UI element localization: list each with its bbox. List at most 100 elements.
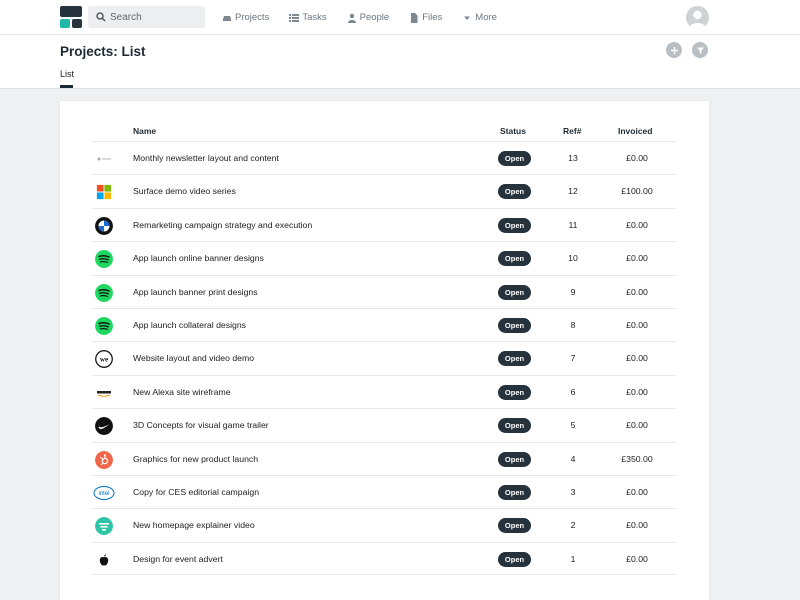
project-name[interactable]: Design for event advert <box>133 553 223 564</box>
project-invoiced: £0.00 <box>626 520 648 531</box>
project-ref: 1 <box>570 553 576 564</box>
active-tab-indicator <box>60 85 73 88</box>
nav-tasks[interactable]: Tasks <box>289 12 327 23</box>
app-logo[interactable] <box>60 6 82 28</box>
header-status[interactable]: Status <box>500 126 526 136</box>
projects-table-card: Name Status Ref# Invoiced Monthly newsle… <box>60 101 709 600</box>
spotify-logo-icon <box>95 316 113 335</box>
project-name[interactable]: Monthly newsletter layout and content <box>133 153 279 163</box>
search-box[interactable] <box>88 6 205 28</box>
user-icon <box>689 10 706 29</box>
nav-tasks-label: Tasks <box>302 12 327 23</box>
person-icon <box>347 13 356 23</box>
nav-projects[interactable]: Projects <box>222 12 269 23</box>
status-badge: Open <box>498 184 531 200</box>
project-ref: 13 <box>568 153 578 163</box>
project-ref: 5 <box>570 420 576 431</box>
table-row[interactable]: New Alexa site wireframe Open 6 £0.00 <box>92 374 676 408</box>
project-name[interactable]: Copy for CES editorial campaign <box>133 486 260 497</box>
add-project-button[interactable] <box>666 42 682 58</box>
teal-logo-icon <box>95 517 113 536</box>
project-name[interactable]: New Alexa site wireframe <box>133 386 231 397</box>
status-badge: Open <box>498 251 531 267</box>
nav-projects-label: Projects <box>235 12 270 23</box>
header-invoiced[interactable]: Invoiced <box>618 126 653 136</box>
project-ref: 6 <box>570 386 576 397</box>
table-row[interactable]: App launch banner print designs Open 9 £… <box>92 274 676 308</box>
project-name[interactable]: App launch online banner designs <box>133 253 264 264</box>
svg-text:we: we <box>100 356 108 364</box>
project-ref: 7 <box>570 353 576 364</box>
project-ref: 12 <box>568 186 578 197</box>
status-badge: Open <box>498 418 531 434</box>
table-row[interactable]: Remarketing campaign strategy and execut… <box>92 207 676 241</box>
main-nav: Projects Tasks People Files More <box>222 0 517 35</box>
search-input[interactable] <box>110 11 200 23</box>
project-invoiced: £0.00 <box>626 253 648 264</box>
table-row[interactable]: we Website layout and video demo Open 7 … <box>92 341 676 374</box>
spotify-logo-icon <box>95 250 113 269</box>
wework-logo-icon: we <box>95 350 113 369</box>
search-icon <box>96 12 106 22</box>
table-header: Name Status Ref# Invoiced <box>60 123 709 143</box>
project-name[interactable]: App launch collateral designs <box>133 319 247 330</box>
project-invoiced: £0.00 <box>626 486 648 497</box>
user-avatar[interactable] <box>686 6 709 29</box>
bmw-logo-icon <box>95 216 113 235</box>
nav-people[interactable]: People <box>347 12 390 23</box>
generic-logo-icon <box>95 150 113 168</box>
table-row[interactable]: 3D Concepts for visual game trailer Open… <box>92 408 676 441</box>
project-name[interactable]: App launch banner print designs <box>133 286 258 297</box>
status-badge: Open <box>498 317 531 333</box>
filter-icon <box>696 47 704 54</box>
table-row[interactable]: intel Copy for CES editorial campaign Op… <box>92 474 676 508</box>
intel-logo-icon: intel <box>93 484 115 502</box>
project-name[interactable]: 3D Concepts for visual game trailer <box>133 420 269 431</box>
nike-logo-icon <box>95 417 113 436</box>
project-ref: 8 <box>570 319 576 330</box>
project-invoiced: £0.00 <box>626 353 648 364</box>
nav-more-label: More <box>475 12 497 23</box>
spotify-logo-icon <box>95 283 113 302</box>
apple-logo-icon <box>95 551 113 569</box>
filter-button[interactable] <box>692 42 708 58</box>
table-row[interactable]: New homepage explainer video Open 2 £0.0… <box>92 508 676 541</box>
nav-more[interactable]: More <box>462 12 497 23</box>
project-invoiced: £0.00 <box>626 386 648 397</box>
project-name[interactable]: Graphics for new product launch <box>133 453 259 464</box>
table-row[interactable]: App launch collateral designs Open 8 £0.… <box>92 307 676 341</box>
table-row[interactable]: Graphics for new product launch Open 4 £… <box>92 441 676 475</box>
table-row[interactable]: Design for event advert Open 1 £0.00 <box>92 541 676 576</box>
project-ref: 4 <box>570 453 576 464</box>
status-badge: Open <box>498 384 531 400</box>
project-invoiced: £350.00 <box>621 453 653 464</box>
page-title: Projects: List <box>60 44 146 59</box>
car-icon <box>223 15 231 21</box>
top-navigation-bar: Projects Tasks People Files More <box>0 0 800 35</box>
project-name[interactable]: Surface demo video series <box>133 186 236 197</box>
nav-files[interactable]: Files <box>409 12 442 23</box>
tab-list[interactable]: List <box>60 69 75 79</box>
hubspot-logo-icon <box>95 450 113 469</box>
table-row[interactable]: Surface demo video series Open 12 £100.0… <box>92 174 676 207</box>
project-invoiced: £0.00 <box>626 286 648 297</box>
project-name[interactable]: New homepage explainer video <box>133 520 255 531</box>
project-name[interactable]: Website layout and video demo <box>133 353 255 364</box>
status-badge: Open <box>498 284 531 300</box>
table-body: Monthly newsletter layout and content Op… <box>92 141 676 576</box>
caret-down-icon <box>464 16 471 20</box>
status-badge: Open <box>498 151 531 166</box>
page-header: Projects: List List <box>0 35 800 89</box>
project-invoiced: £0.00 <box>626 319 648 330</box>
svg-text:intel: intel <box>98 491 109 497</box>
header-name[interactable]: Name <box>133 126 157 136</box>
project-ref: 3 <box>570 486 576 497</box>
project-name[interactable]: Remarketing campaign strategy and execut… <box>133 219 313 230</box>
table-row[interactable]: Monthly newsletter layout and content Op… <box>92 141 676 174</box>
file-icon <box>411 12 418 23</box>
nav-files-label: Files <box>422 12 443 23</box>
project-ref: 10 <box>568 253 578 264</box>
header-ref[interactable]: Ref# <box>563 126 582 136</box>
nav-people-label: People <box>359 12 390 23</box>
table-row[interactable]: App launch online banner designs Open 10… <box>92 241 676 274</box>
